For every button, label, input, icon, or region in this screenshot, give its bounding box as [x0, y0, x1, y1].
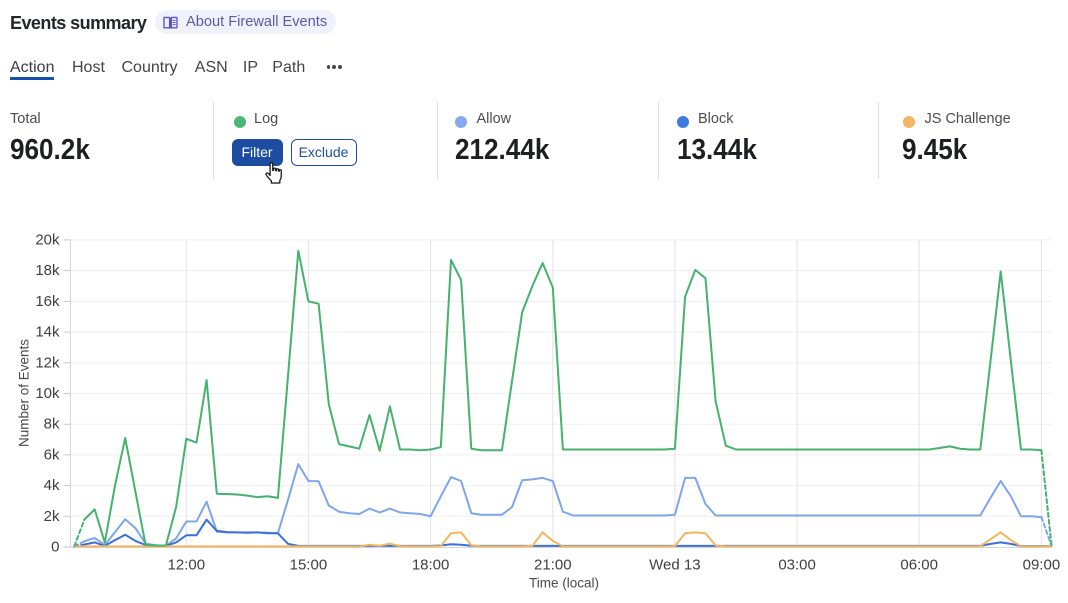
svg-text:15:00: 15:00 — [290, 556, 328, 573]
svg-text:2k: 2k — [44, 508, 60, 525]
svg-text:Wed 13: Wed 13 — [649, 556, 700, 573]
svg-text:Number of Events: Number of Events — [17, 339, 32, 447]
svg-text:09:00: 09:00 — [1023, 556, 1061, 573]
svg-text:0: 0 — [51, 539, 59, 556]
svg-text:12:00: 12:00 — [168, 556, 206, 573]
svg-text:12k: 12k — [35, 354, 60, 371]
svg-text:14k: 14k — [35, 324, 60, 341]
svg-text:06:00: 06:00 — [900, 556, 938, 573]
svg-text:20k: 20k — [35, 231, 60, 248]
svg-text:16k: 16k — [35, 293, 60, 310]
svg-text:6k: 6k — [44, 446, 60, 463]
svg-text:18:00: 18:00 — [412, 556, 450, 573]
svg-text:03:00: 03:00 — [778, 556, 816, 573]
svg-text:10k: 10k — [35, 385, 60, 402]
svg-text:Time (local): Time (local) — [529, 576, 599, 591]
svg-text:18k: 18k — [35, 262, 60, 279]
svg-text:21:00: 21:00 — [534, 556, 572, 573]
svg-text:8k: 8k — [44, 416, 60, 433]
svg-text:4k: 4k — [44, 477, 60, 494]
